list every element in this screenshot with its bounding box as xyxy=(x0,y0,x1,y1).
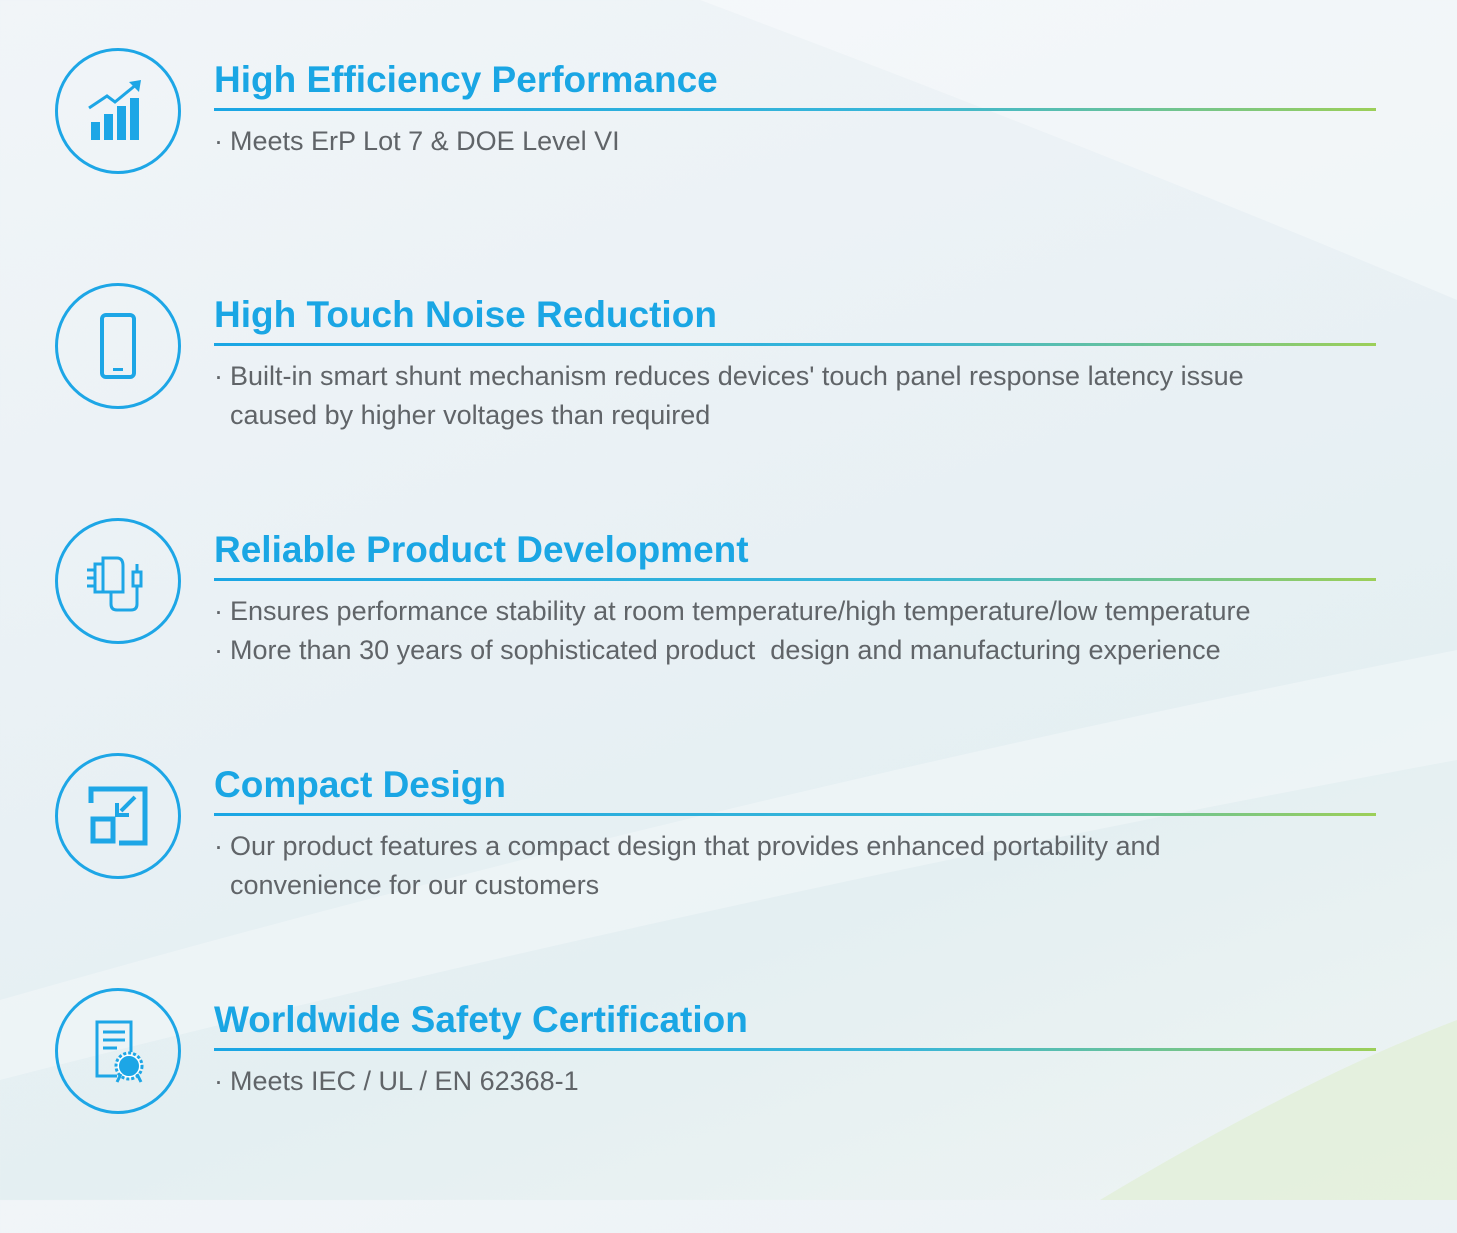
divider xyxy=(214,343,1376,346)
bullet-marker: · xyxy=(214,831,223,861)
feature-title: High Touch Noise Reduction xyxy=(214,294,717,335)
feature-bullets: · Ensures performance stability at room t… xyxy=(214,592,1414,670)
feature-title: Reliable Product Development xyxy=(214,529,749,570)
bullet-item: · Our product features a compact design t… xyxy=(214,827,1414,905)
bullet-text: Our product features a compact design th… xyxy=(230,831,1161,900)
bullet-item: · Meets ErP Lot 7 & DOE Level VI xyxy=(214,122,1414,161)
bullet-item: · Built-in smart shunt mechanism reduces … xyxy=(214,357,1414,435)
bullet-item: · More than 30 years of sophisticated pro… xyxy=(214,631,1414,670)
feature-5: Worldwide Safety Certification · Meets IEC… xyxy=(0,988,1457,1233)
smartphone-icon xyxy=(55,283,181,409)
feature-title: High Efficiency Performance xyxy=(214,59,718,100)
feature-bullets: · Meets ErP Lot 7 & DOE Level VI xyxy=(214,122,1414,161)
feature-bullets: · Our product features a compact design t… xyxy=(214,827,1414,905)
bullet-text: Meets IEC / UL / EN 62368-1 xyxy=(230,1066,579,1096)
bullet-marker: · xyxy=(214,596,223,626)
divider xyxy=(214,813,1376,816)
bar-chart-growth-icon xyxy=(55,48,181,174)
feature-4: Compact Design · Our product features a co… xyxy=(0,753,1457,998)
divider xyxy=(214,578,1376,581)
bullet-text: Built-in smart shunt mechanism reduces d… xyxy=(230,361,1244,430)
bullet-text: More than 30 years of sophisticated prod… xyxy=(230,635,1221,665)
bullet-marker: · xyxy=(214,635,223,665)
feature-title: Compact Design xyxy=(214,764,506,805)
certificate-icon xyxy=(55,988,181,1114)
power-adapter-icon xyxy=(55,518,181,644)
bullet-marker: · xyxy=(214,126,223,156)
feature-bullets: · Meets IEC / UL / EN 62368-1 xyxy=(214,1062,1414,1101)
feature-title: Worldwide Safety Certification xyxy=(214,999,748,1040)
bullet-text: Meets ErP Lot 7 & DOE Level VI xyxy=(230,126,620,156)
bullet-item: · Ensures performance stability at room t… xyxy=(214,592,1414,631)
feature-1: High Efficiency Performance · Meets ErP Lo… xyxy=(0,48,1457,293)
bullet-text: Ensures performance stability at room te… xyxy=(230,596,1251,626)
bullet-marker: · xyxy=(214,361,223,391)
bullet-marker: · xyxy=(214,1066,223,1096)
divider xyxy=(214,108,1376,111)
feature-bullets: · Built-in smart shunt mechanism reduces … xyxy=(214,357,1414,435)
compact-resize-icon xyxy=(55,753,181,879)
divider xyxy=(214,1048,1376,1051)
feature-2: High Touch Noise Reduction · Built-in smar… xyxy=(0,283,1457,528)
feature-3: Reliable Product Development · Ensures per… xyxy=(0,518,1457,763)
bullet-item: · Meets IEC / UL / EN 62368-1 xyxy=(214,1062,1414,1101)
